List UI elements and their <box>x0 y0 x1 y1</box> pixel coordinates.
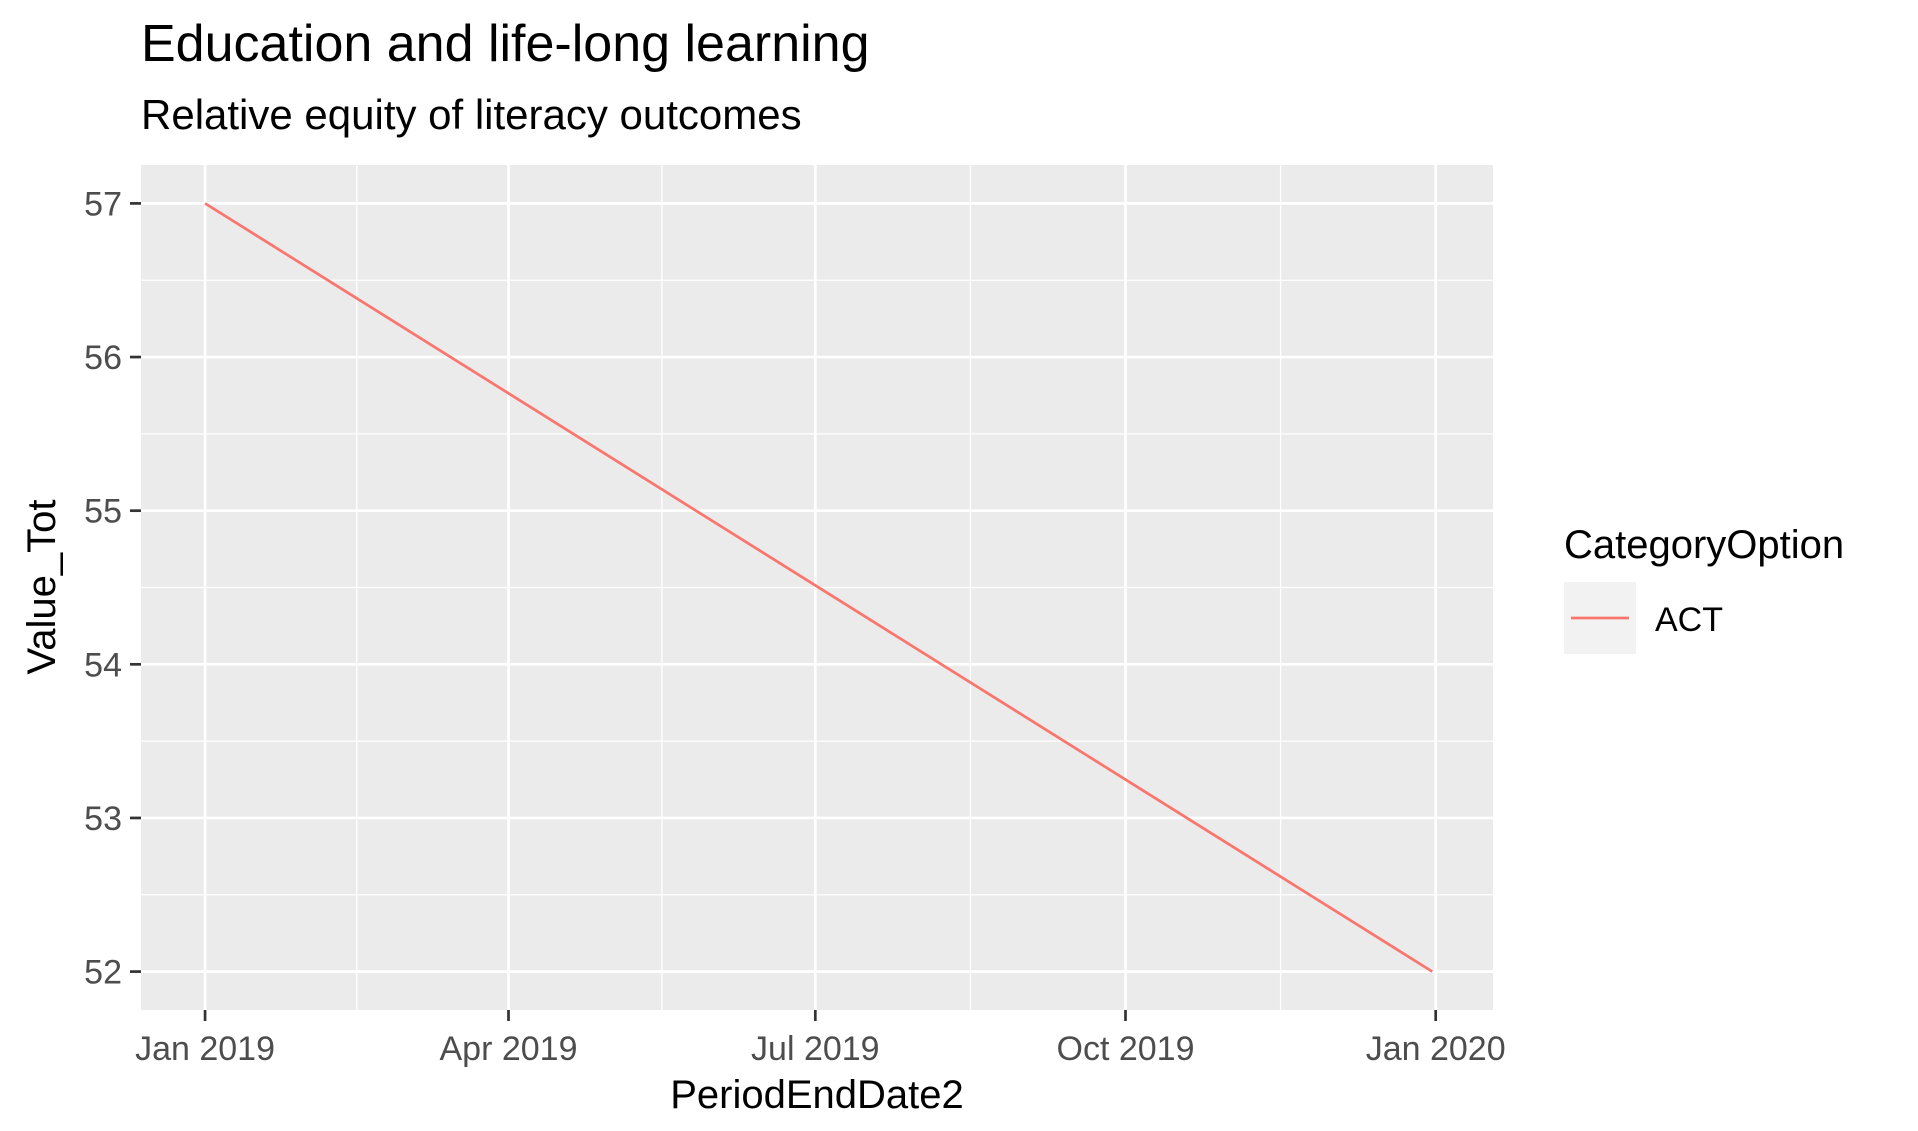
axis-ticks <box>130 202 1438 1021</box>
legend-entries: ACT <box>1564 582 1723 654</box>
x-tick-label: Jan 2019 <box>135 1030 275 1068</box>
y-tick-label: 53 <box>84 800 122 838</box>
series-layer <box>204 202 1434 973</box>
legend-title: CategoryOption <box>1564 523 1844 567</box>
major-gridlines <box>141 165 1493 1010</box>
legend: CategoryOption ACT <box>1564 523 1844 654</box>
series-line-act <box>204 202 1434 973</box>
y-tick-label: 54 <box>84 646 122 684</box>
x-tick-label: Jul 2019 <box>751 1030 880 1068</box>
chart-subtitle: Relative equity of literacy outcomes <box>141 91 802 138</box>
y-tick-label: 52 <box>84 954 122 992</box>
legend-label: ACT <box>1655 601 1723 639</box>
y-tick-label: 56 <box>84 339 122 377</box>
tick-labels: Jan 2019 Apr 2019 Jul 2019 Oct 2019 Jan 2020… <box>84 185 1505 1068</box>
chart-title: Education and life-long learning <box>141 15 870 73</box>
minor-gridlines <box>141 165 1493 1010</box>
x-tick-label: Jan 2020 <box>1366 1030 1506 1068</box>
y-axis-title: Value_Tot <box>20 500 64 675</box>
x-tick-label: Oct 2019 <box>1057 1030 1195 1068</box>
y-tick-label: 57 <box>84 185 122 223</box>
x-tick-label: Apr 2019 <box>440 1030 578 1068</box>
y-tick-label: 55 <box>84 493 122 531</box>
x-axis-title: PeriodEndDate2 <box>670 1073 964 1117</box>
